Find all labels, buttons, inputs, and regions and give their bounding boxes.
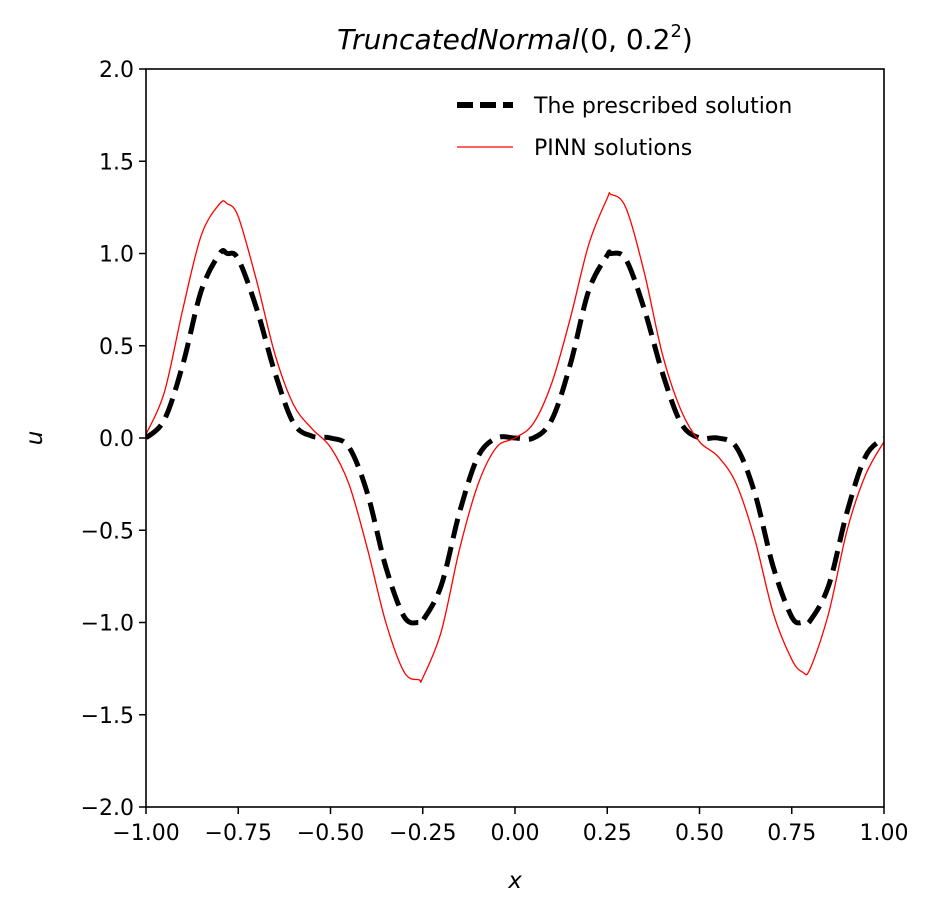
y-tick-label: 1.5 (99, 150, 134, 175)
series-line-pinn (146, 191, 884, 683)
legend-label-prescribed: The prescribed solution (533, 94, 792, 119)
legend: The prescribed solution PINN solutions (457, 94, 792, 161)
x-axis-label: x (507, 868, 522, 894)
x-tick-label: 0.75 (767, 821, 816, 846)
x-axis: −1.00 −0.75 −0.50 −0.25 0.00 0.25 0.50 0.75 1.00 (112, 807, 908, 846)
y-tick-label: 2.0 (99, 58, 134, 83)
legend-label-pinn: PINN solutions (534, 136, 692, 161)
x-tick-label: −0.50 (297, 821, 364, 846)
x-tick-label: −0.25 (389, 821, 456, 846)
y-tick-label: 0.0 (99, 427, 134, 452)
x-tick-label: 1.00 (860, 821, 909, 846)
y-tick-label: −0.5 (81, 519, 134, 544)
x-tick-label: 0.00 (491, 821, 540, 846)
x-tick-label: 0.50 (675, 821, 724, 846)
x-tick-label: −0.75 (205, 821, 272, 846)
y-tick-label: −1.5 (81, 704, 134, 729)
y-axis: −2.0 −1.5 −1.0 −0.5 0.0 0.5 1.0 1.5 2.0 (81, 58, 146, 821)
y-tick-label: 0.5 (99, 335, 134, 360)
y-tick-label: −1.0 (81, 612, 134, 637)
y-tick-label: −2.0 (81, 796, 134, 821)
x-tick-label: 0.25 (583, 821, 632, 846)
series-layer (146, 191, 884, 683)
plot-area (146, 191, 884, 683)
chart-title: TruncatedNormal(0, 0.22) (337, 21, 693, 56)
x-tick-label: −1.00 (112, 821, 179, 846)
y-axis-label: u (22, 431, 48, 446)
y-tick-label: 1.0 (99, 243, 134, 268)
